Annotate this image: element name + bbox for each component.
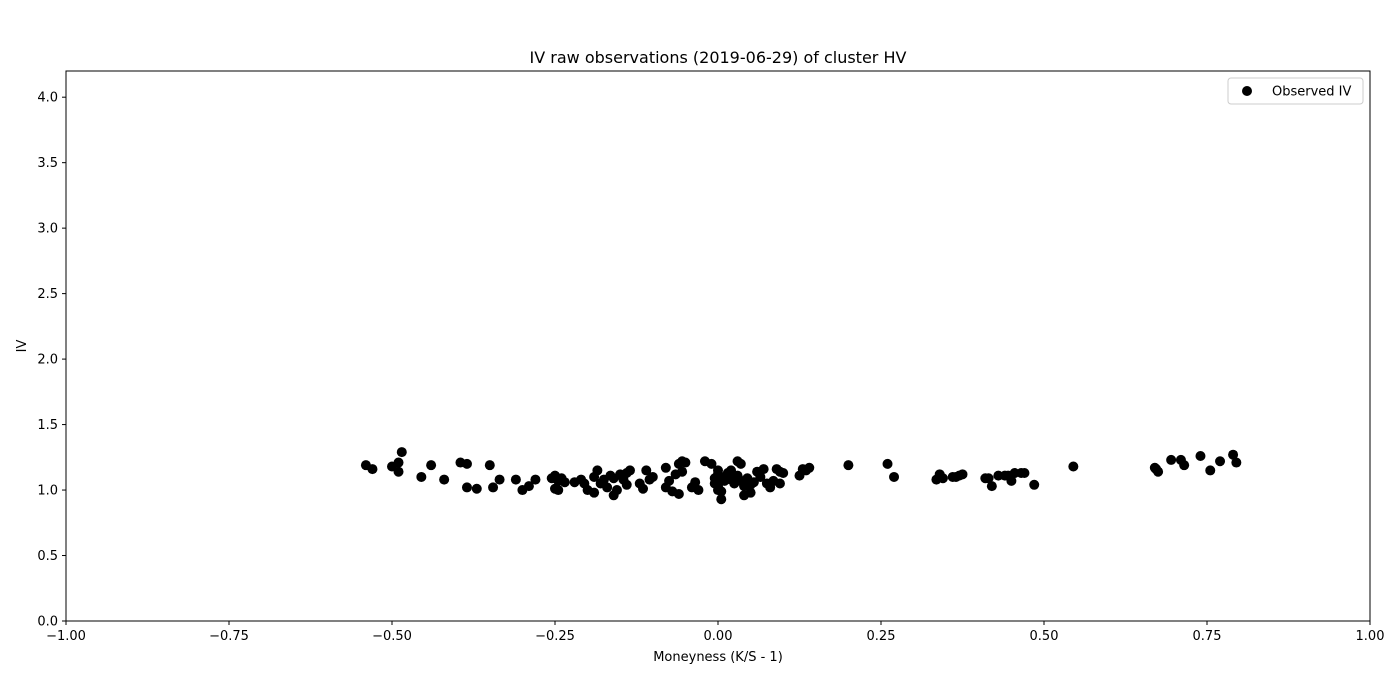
- y-tick-label: 2.5: [37, 287, 58, 302]
- x-tick-label: 0.25: [867, 629, 896, 644]
- legend-box: [1227, 77, 1364, 105]
- y-tick-label: 0.0: [37, 615, 58, 630]
- y-tick-label: 1.5: [37, 418, 58, 433]
- data-point: [611, 485, 622, 496]
- data-point: [471, 483, 482, 494]
- x-axis-label: Moneyness (K/S - 1): [653, 650, 783, 665]
- data-point: [1068, 461, 1079, 472]
- data-point: [426, 460, 437, 471]
- data-point: [755, 471, 766, 482]
- data-point: [510, 474, 521, 485]
- data-point: [1205, 465, 1216, 476]
- data-point: [693, 485, 704, 496]
- data-point: [1029, 479, 1040, 490]
- x-tick-label: 0.00: [704, 629, 733, 644]
- data-point: [677, 466, 688, 477]
- data-point: [589, 487, 600, 498]
- data-point: [641, 465, 652, 476]
- data-point: [716, 486, 727, 497]
- data-point: [843, 460, 854, 471]
- x-tick-label: 0.50: [1030, 629, 1059, 644]
- y-tick-label: 1.0: [37, 484, 58, 499]
- data-point: [1215, 456, 1226, 467]
- x-tick-label: 1.00: [1356, 629, 1385, 644]
- x-tick-label: 0.75: [1193, 629, 1222, 644]
- x-tick-label: −0.50: [372, 629, 412, 644]
- data-point: [647, 471, 658, 482]
- data-point: [706, 458, 717, 469]
- data-point: [396, 447, 407, 458]
- data-point: [1228, 449, 1239, 460]
- data-point: [393, 457, 404, 468]
- data-point: [488, 482, 499, 493]
- data-point: [530, 474, 541, 485]
- data-point: [1153, 466, 1164, 477]
- data-point: [1179, 460, 1190, 471]
- y-tick-label: 4.0: [37, 91, 58, 106]
- data-point: [1195, 451, 1206, 461]
- legend-label: Observed IV: [1272, 85, 1352, 100]
- data-point: [494, 474, 505, 485]
- x-axis: −1.00 −0.75 −0.50 −0.25 0.00 0.25 0.50 0.75 1.00: [46, 621, 1384, 644]
- data-point: [1231, 457, 1242, 468]
- data-point: [484, 460, 495, 471]
- data-point: [882, 458, 893, 469]
- plot-area: [360, 447, 1242, 505]
- data-point: [889, 471, 900, 482]
- data-point: [367, 464, 378, 475]
- data-point: [937, 473, 948, 484]
- data-point: [592, 465, 603, 476]
- data-point: [690, 477, 701, 488]
- data-point: [957, 469, 968, 480]
- data-point: [735, 458, 746, 469]
- data-point: [461, 458, 472, 469]
- data-point: [439, 474, 450, 485]
- legend: Observed IV: [1227, 77, 1364, 105]
- x-tick-label: −1.00: [46, 629, 86, 644]
- data-point: [393, 466, 404, 477]
- data-point: [673, 488, 684, 499]
- legend-marker: [1242, 86, 1252, 96]
- x-tick-label: −0.25: [535, 629, 575, 644]
- data-point: [804, 462, 815, 473]
- y-tick-label: 3.5: [37, 156, 58, 171]
- x-tick-label: −0.75: [209, 629, 249, 644]
- y-tick-label: 3.0: [37, 222, 58, 237]
- data-point: [664, 475, 675, 486]
- data-point: [716, 494, 727, 505]
- data-point: [680, 457, 691, 468]
- data-point: [986, 481, 997, 492]
- data-point: [602, 482, 613, 493]
- data-point: [778, 468, 789, 479]
- data-point: [553, 485, 564, 496]
- y-axis: 0.0 0.5 1.0 1.5 2.0 2.5 3.0 3.5 4.0: [37, 91, 66, 630]
- y-tick-label: 0.5: [37, 549, 58, 564]
- data-point: [638, 483, 649, 494]
- data-point: [983, 473, 994, 484]
- chart-title: IV raw observations (2019-06-29) of clus…: [530, 48, 907, 67]
- data-point: [1019, 468, 1030, 479]
- data-point: [523, 481, 534, 492]
- data-point: [624, 465, 635, 476]
- data-point: [745, 487, 756, 498]
- data-point: [758, 464, 769, 475]
- data-point: [1166, 454, 1177, 465]
- data-point: [660, 462, 671, 473]
- y-axis-label: IV: [15, 340, 30, 353]
- data-point: [774, 478, 785, 489]
- data-point: [461, 482, 472, 493]
- data-point: [416, 471, 427, 482]
- y-tick-label: 2.0: [37, 353, 58, 368]
- data-point: [1006, 475, 1017, 486]
- data-point: [559, 477, 570, 488]
- data-point: [621, 479, 632, 490]
